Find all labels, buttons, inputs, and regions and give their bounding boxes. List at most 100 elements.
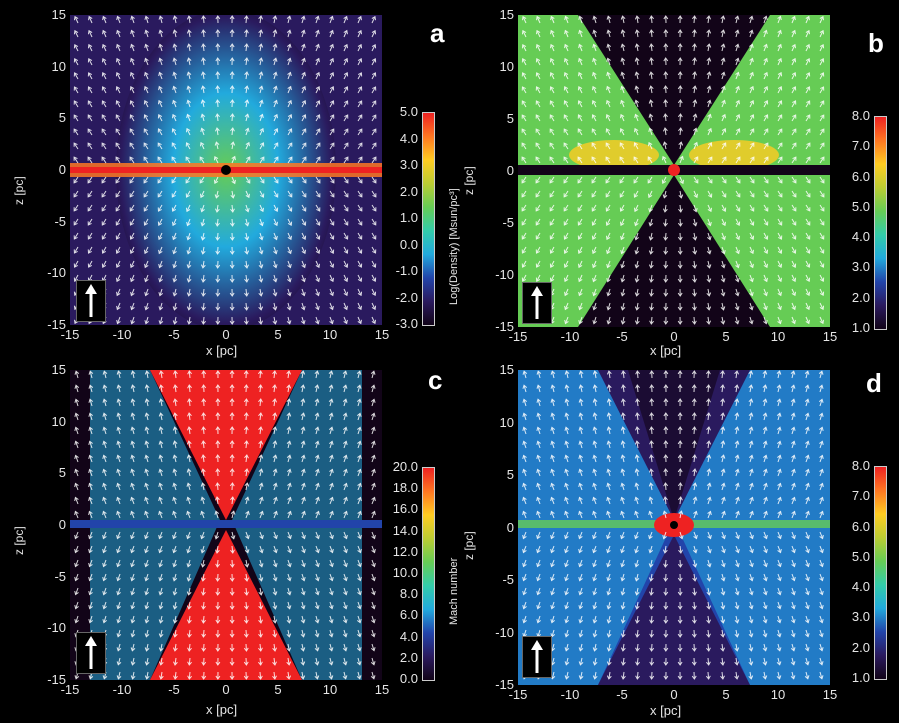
velocity-arrowhead bbox=[734, 426, 740, 431]
velocity-arrowhead bbox=[620, 563, 625, 568]
velocity-arrow bbox=[721, 441, 724, 449]
panel-b-colorbar-tick: 3.0 bbox=[851, 259, 870, 275]
velocity-arrow bbox=[735, 671, 738, 679]
velocity-arrow bbox=[273, 413, 276, 421]
velocity-arrow bbox=[763, 441, 767, 449]
velocity-arrow bbox=[620, 128, 625, 136]
panel-b-yaxis-label: z [pc] bbox=[462, 166, 476, 195]
velocity-arrowhead bbox=[606, 320, 612, 325]
velocity-arrow bbox=[343, 399, 347, 407]
velocity-arrow bbox=[73, 128, 79, 136]
velocity-arrow bbox=[188, 615, 191, 623]
velocity-arrowhead bbox=[343, 277, 349, 283]
velocity-arrowhead bbox=[143, 156, 148, 161]
velocity-arrowhead bbox=[101, 156, 106, 161]
velocity-arrow bbox=[343, 72, 348, 80]
velocity-arrow bbox=[693, 531, 698, 539]
velocity-arrowhead bbox=[591, 128, 596, 133]
velocity-arrow bbox=[301, 288, 305, 296]
velocity-arrow bbox=[172, 100, 177, 108]
velocity-arrow bbox=[287, 302, 291, 310]
panel-a-plot bbox=[70, 15, 382, 325]
velocity-arrowhead bbox=[791, 72, 797, 77]
velocity-arrow bbox=[315, 671, 318, 679]
velocity-arrow bbox=[187, 86, 191, 94]
velocity-arrowhead bbox=[73, 72, 78, 77]
velocity-arrowhead bbox=[230, 549, 235, 554]
velocity-arrow bbox=[735, 58, 739, 66]
velocity-arrow bbox=[594, 385, 597, 393]
velocity-arrow bbox=[159, 260, 163, 268]
panel-b-ytick: -10 bbox=[495, 267, 514, 282]
velocity-arrow bbox=[245, 573, 248, 581]
velocity-arrowhead bbox=[102, 482, 107, 488]
velocity-arrowhead bbox=[563, 221, 568, 226]
velocity-arrow bbox=[791, 531, 796, 539]
velocity-arrow bbox=[523, 427, 527, 435]
velocity-arrowhead bbox=[286, 605, 292, 610]
velocity-arrowhead bbox=[736, 142, 741, 147]
velocity-arrowhead bbox=[101, 100, 106, 105]
velocity-arrowhead bbox=[706, 29, 712, 34]
velocity-arrowhead bbox=[102, 468, 107, 474]
velocity-arrow bbox=[301, 232, 306, 240]
velocity-arrow bbox=[315, 156, 321, 164]
velocity-arrow bbox=[174, 441, 177, 449]
velocity-arrow bbox=[343, 371, 347, 379]
velocity-arrowhead bbox=[706, 398, 711, 403]
velocity-arrowhead bbox=[258, 468, 264, 473]
velocity-arrowhead bbox=[157, 221, 163, 226]
velocity-arrowhead bbox=[158, 426, 164, 431]
velocity-arrowhead bbox=[592, 291, 597, 297]
velocity-arrowhead bbox=[536, 590, 541, 596]
velocity-arrow bbox=[606, 246, 611, 254]
velocity-arrowhead bbox=[791, 291, 797, 297]
velocity-arrow bbox=[549, 176, 555, 184]
velocity-arrow bbox=[159, 455, 163, 463]
velocity-arrow bbox=[791, 615, 795, 623]
velocity-arrowhead bbox=[563, 156, 568, 161]
velocity-arrow bbox=[116, 497, 121, 505]
velocity-arrowhead bbox=[648, 236, 654, 241]
velocity-arrow bbox=[259, 559, 263, 567]
velocity-arrowhead bbox=[116, 412, 122, 417]
velocity-arrow bbox=[144, 100, 149, 108]
velocity-arrowhead bbox=[88, 426, 93, 431]
velocity-arrow bbox=[819, 587, 823, 595]
velocity-arrowhead bbox=[606, 85, 611, 91]
velocity-arrowhead bbox=[101, 114, 106, 119]
velocity-arrow bbox=[343, 455, 347, 463]
velocity-arrowhead bbox=[563, 235, 568, 240]
velocity-arrowhead bbox=[244, 250, 250, 255]
velocity-arrowhead bbox=[522, 384, 528, 389]
velocity-arrow bbox=[650, 454, 653, 463]
velocity-arrowhead bbox=[158, 440, 164, 445]
velocity-arrowhead bbox=[805, 291, 811, 297]
velocity-arrowhead bbox=[677, 591, 683, 596]
velocity-arrowhead bbox=[606, 675, 612, 680]
velocity-arrow bbox=[565, 385, 569, 393]
velocity-arrowhead bbox=[286, 661, 292, 666]
velocity-arrowhead bbox=[201, 384, 207, 389]
velocity-arrowhead bbox=[329, 591, 334, 596]
velocity-arrow bbox=[791, 559, 795, 567]
velocity-arrowhead bbox=[259, 534, 264, 540]
velocity-arrowhead bbox=[116, 440, 121, 445]
velocity-arrow bbox=[564, 100, 569, 108]
velocity-arrow bbox=[116, 302, 121, 310]
velocity-arrow bbox=[649, 114, 653, 122]
velocity-arrowhead bbox=[200, 127, 205, 133]
velocity-arrowhead bbox=[722, 156, 727, 161]
velocity-arrowhead bbox=[605, 235, 611, 241]
velocity-arrow bbox=[735, 545, 739, 553]
velocity-arrow bbox=[371, 260, 376, 268]
velocity-arrowhead bbox=[706, 15, 712, 20]
velocity-arrowhead bbox=[619, 156, 624, 161]
velocity-arrow bbox=[371, 58, 376, 66]
velocity-arrowhead bbox=[550, 576, 555, 582]
velocity-arrow bbox=[117, 385, 121, 393]
velocity-arrow bbox=[301, 302, 305, 310]
velocity-arrowhead bbox=[805, 454, 810, 460]
velocity-arrow bbox=[144, 218, 149, 226]
velocity-arrow bbox=[115, 218, 121, 226]
